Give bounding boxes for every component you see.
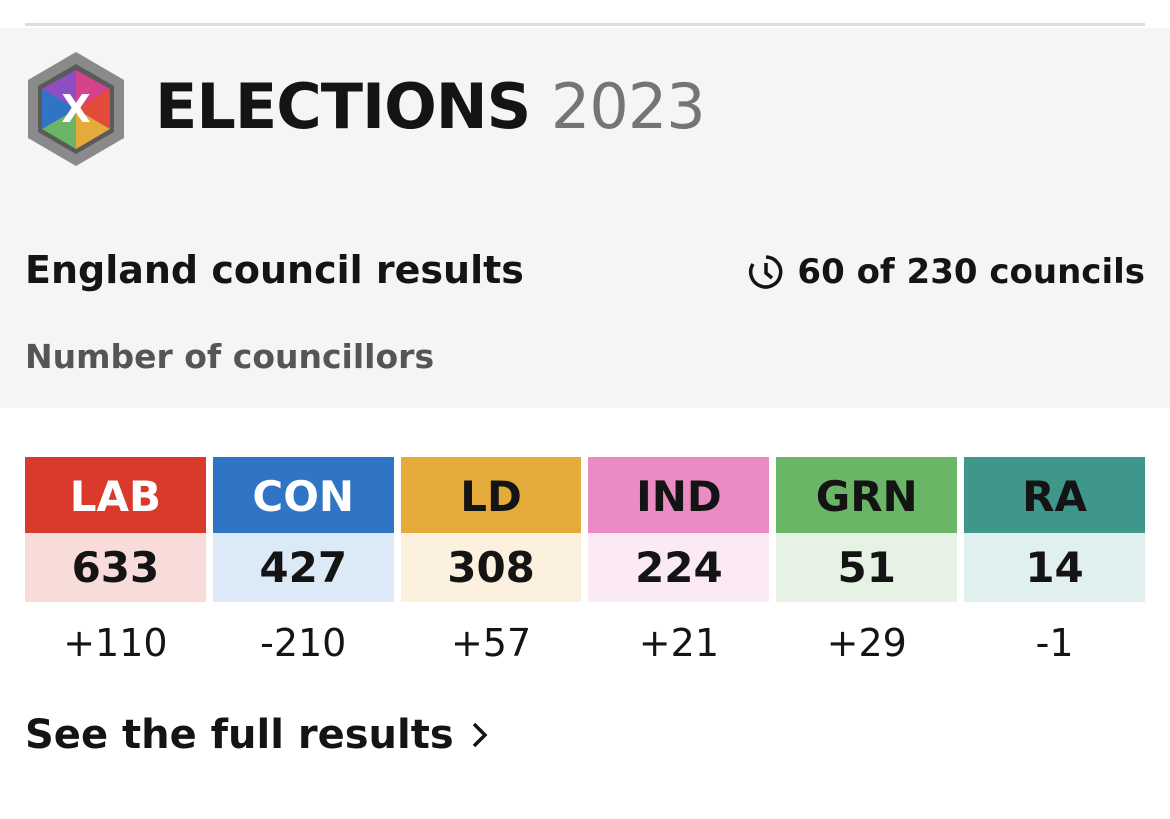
party-seats: 633: [25, 533, 206, 602]
progress-text: 60 of 230 councils: [797, 252, 1145, 292]
header-panel: [0, 28, 1170, 408]
party-column: IND 224 +21: [588, 457, 770, 682]
party-seats: 51: [776, 533, 958, 602]
party-column: LD 308 +57: [400, 457, 582, 682]
party-name: CON: [212, 457, 394, 533]
party-name: LAB: [25, 457, 206, 533]
chevron[interactable]: [470, 720, 490, 750]
party-column: GRN 51 +29: [776, 457, 958, 682]
party-seats: 224: [588, 533, 770, 602]
logo: X: [28, 52, 124, 166]
party-change: +29: [826, 621, 907, 665]
party-change: -1: [1035, 621, 1074, 665]
caption: Number of councillors: [25, 337, 435, 376]
party-name: GRN: [776, 457, 958, 533]
year: 2023: [550, 70, 706, 143]
party-name: LD: [400, 457, 582, 533]
party-change: +57: [450, 621, 532, 665]
progress: 60 of 230 councils: [747, 252, 1145, 292]
full-results-link[interactable]: See the full results: [25, 712, 490, 758]
party-change: +21: [638, 621, 719, 665]
party-column: RA 14 -1: [964, 457, 1145, 682]
party-seats: 308: [400, 533, 582, 602]
party-column: CON 427 -210: [212, 457, 394, 682]
clock-icon: [749, 255, 783, 289]
link-text[interactable]: See the full results: [25, 712, 454, 758]
svg-text:X: X: [61, 87, 90, 131]
party-seats: 427: [212, 533, 394, 602]
party-row: LAB 633 +110 CON 427 -210 LD 308 +57 IND 224 +21 GRN…: [25, 457, 1145, 682]
party-name: RA: [964, 457, 1145, 533]
subtitle: England council results: [25, 248, 524, 292]
party-name: IND: [588, 457, 770, 533]
party-column: LAB 633 +110: [25, 457, 206, 682]
party-change: +110: [63, 621, 168, 665]
party-change: -210: [260, 621, 347, 665]
party-seats: 14: [964, 533, 1145, 602]
title-text: ELECTIONS: [155, 70, 531, 143]
top-rule: [25, 23, 1145, 26]
title: ELECTIONS 2023: [155, 70, 706, 143]
